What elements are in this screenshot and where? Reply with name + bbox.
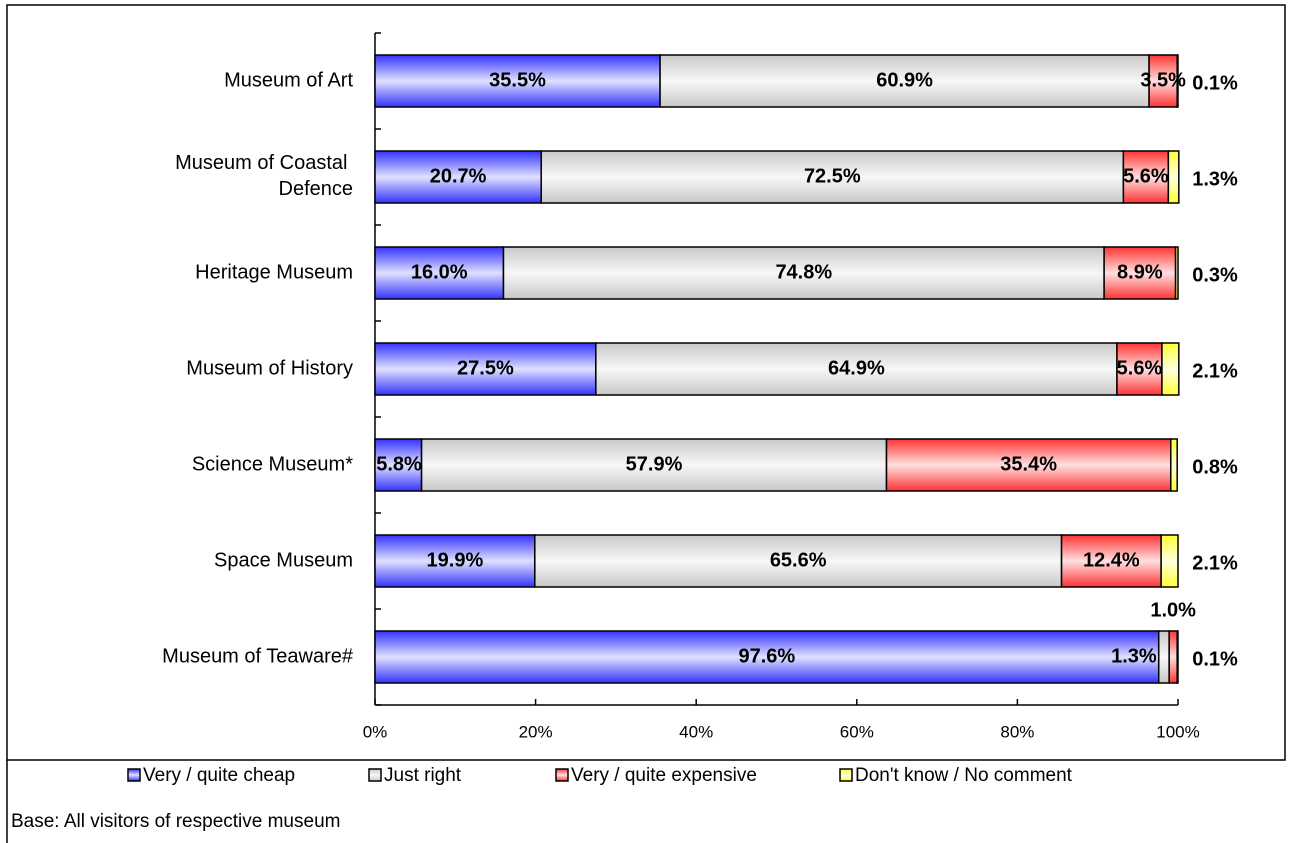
bar-segment (885, 438, 1172, 492)
data-label: 35.4% (1000, 453, 1057, 475)
bar-segment (374, 342, 597, 396)
bar-segment (534, 534, 1063, 588)
legend-swatch (127, 768, 141, 782)
bar-segment (1160, 534, 1179, 588)
bar-segment (595, 342, 1118, 396)
data-label: 60.9% (876, 69, 933, 91)
chart-border (6, 4, 1286, 761)
bar-segment (502, 246, 1105, 300)
legend-label: Very / quite cheap (143, 765, 295, 786)
bar-segment (374, 438, 423, 492)
data-label: 0.1% (1192, 72, 1238, 94)
category-label: Science Museum* (192, 453, 353, 475)
bar-segment (1168, 630, 1178, 684)
data-label: 64.9% (828, 357, 885, 379)
bar-segment (1174, 246, 1179, 300)
bar-segment (1161, 342, 1180, 396)
bar-segment (540, 150, 1125, 204)
x-tick-label: 100% (1156, 722, 1199, 741)
data-label: 1.0% (1150, 599, 1196, 621)
data-label: 0.1% (1192, 648, 1238, 670)
bar-segment (420, 438, 888, 492)
x-tick-label: 80% (1000, 722, 1034, 741)
data-label: 57.9% (626, 453, 683, 475)
bar-segment (374, 246, 505, 300)
data-label: 8.9% (1117, 261, 1163, 283)
x-tick-label: 20% (519, 722, 553, 741)
bar-segment (1122, 150, 1170, 204)
bar-segment (1103, 246, 1177, 300)
data-label: 1.3% (1111, 645, 1157, 667)
data-label: 74.8% (775, 261, 832, 283)
legend-label: Don't know / No comment (855, 765, 1073, 786)
data-label: 3.5% (1140, 69, 1186, 91)
x-tick-label: 40% (679, 722, 713, 741)
data-label: 1.3% (1192, 168, 1238, 190)
legend-swatch (839, 768, 853, 782)
bar-segment (1176, 54, 1179, 108)
data-label: 16.0% (411, 261, 468, 283)
data-label: 5.6% (1117, 357, 1163, 379)
bar-segment (1116, 342, 1163, 396)
category-label: Museum of History (186, 357, 353, 379)
data-label: 97.6% (739, 645, 796, 667)
data-label: 2.1% (1192, 360, 1238, 382)
data-label: 2.1% (1192, 552, 1238, 574)
bar-segment (1157, 630, 1170, 684)
category-label: Museum of Art (224, 69, 353, 91)
bar-segment (659, 54, 1150, 108)
category-label: Heritage Museum (195, 261, 353, 283)
data-label: 20.7% (430, 165, 487, 187)
data-label: 0.3% (1192, 264, 1238, 286)
data-label: 35.5% (489, 69, 546, 91)
data-label: 19.9% (427, 549, 484, 571)
category-label: Space Museum (214, 549, 353, 571)
legend-label: Just right (384, 765, 462, 786)
category-label: Museum of Coastal Defence (175, 152, 353, 200)
bar-segment (374, 630, 1160, 684)
data-label: 5.6% (1123, 165, 1169, 187)
bar-segment (374, 534, 536, 588)
legend-swatch (368, 768, 382, 782)
x-tick-label: 0% (363, 722, 388, 741)
legend-label: Very / quite expensive (571, 765, 757, 786)
data-label: 0.8% (1192, 456, 1238, 478)
x-tick-label: 60% (840, 722, 874, 741)
data-label: 27.5% (457, 357, 514, 379)
category-label: Museum of Teaware# (162, 645, 354, 667)
footnote: Base: All visitors of respective museum (11, 811, 340, 832)
legend-swatch (555, 768, 569, 782)
bar-segment (1167, 150, 1180, 204)
bar-segment (1176, 630, 1179, 684)
data-label: 65.6% (770, 549, 827, 571)
data-label: 5.8% (376, 453, 422, 475)
bar-segment (1170, 438, 1178, 492)
data-label: 12.4% (1083, 549, 1140, 571)
data-label: 72.5% (804, 165, 861, 187)
